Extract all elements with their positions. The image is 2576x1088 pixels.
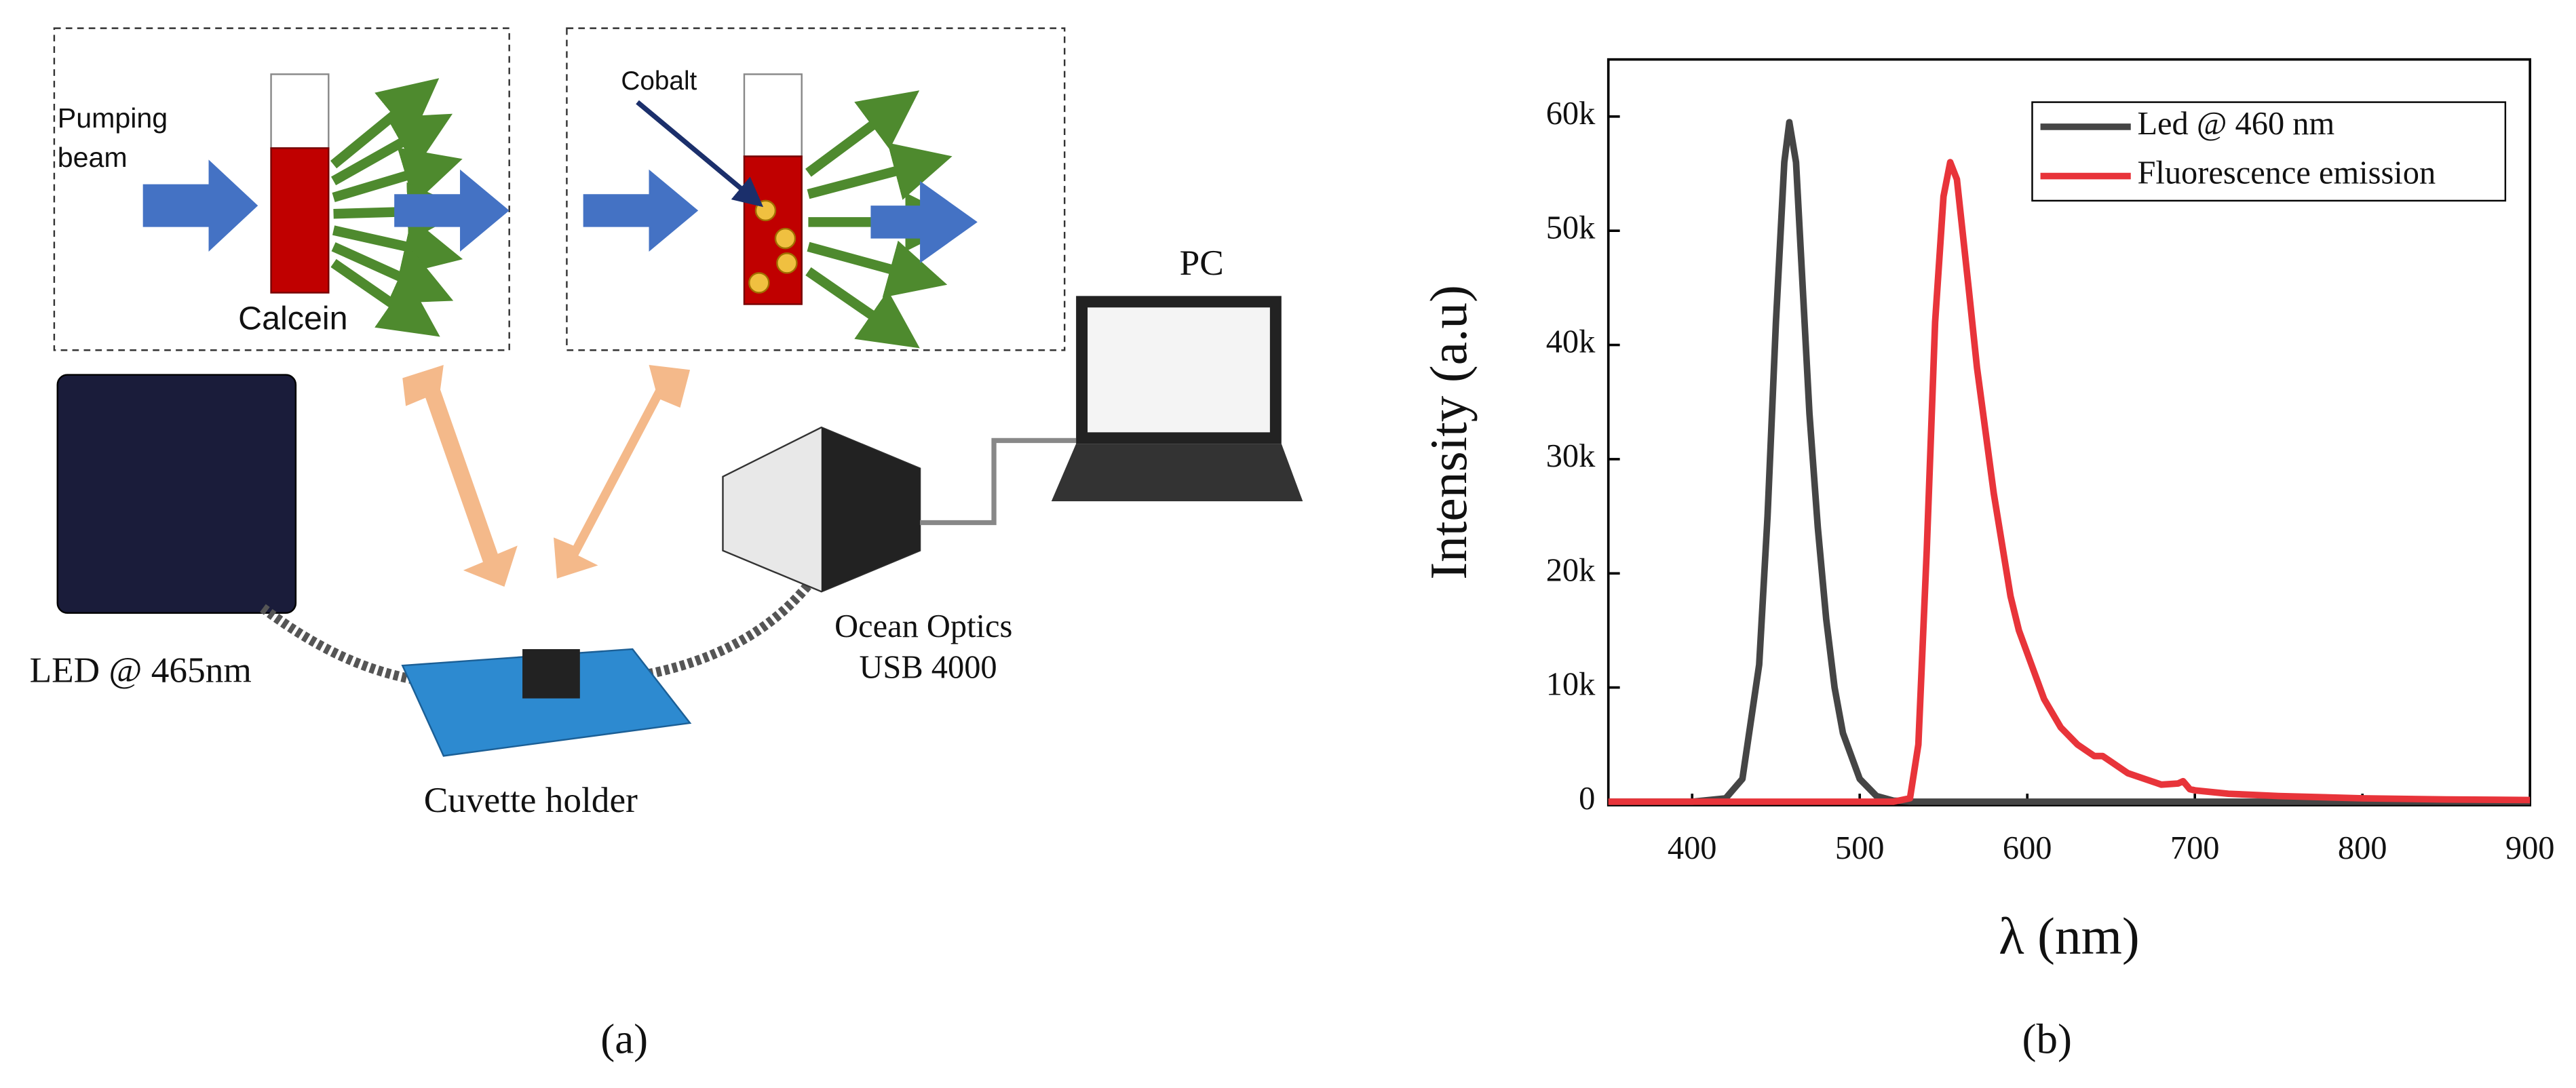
usb-cable [920, 438, 1077, 526]
pass-arrow-2 [870, 180, 978, 263]
pump-arrow [142, 159, 258, 252]
series-line [1608, 119, 2531, 805]
y-tick-label: 30k [1546, 438, 1596, 474]
diagram-label: (a) [600, 1015, 648, 1063]
series-line [1608, 159, 2531, 805]
y-tick-label: 0 [1579, 781, 1595, 817]
spectrometer-side [821, 427, 921, 592]
diagram-label: Cobalt [621, 66, 697, 96]
diagram-label: USB 4000 [859, 650, 997, 686]
cuvette-top [270, 73, 330, 149]
laptop-base [1051, 444, 1303, 502]
double-arrow-2 [554, 365, 691, 579]
diagram-label: beam [58, 142, 128, 173]
x-axis-label: λ (nm) [1999, 907, 2140, 965]
laptop-display [1088, 307, 1270, 433]
legend-label: Fluorescence emission [2137, 155, 2436, 191]
diagram-label: Cuvette holder [424, 780, 638, 820]
diagram [53, 27, 1303, 757]
cobalt-box [566, 27, 1066, 351]
y-axis-label: Intensity (a.u) [1419, 285, 1478, 580]
y-tick-label: 10k [1546, 667, 1596, 703]
x-tick-label: 900 [2505, 830, 2555, 866]
legend-label: Led @ 460 nm [2137, 106, 2334, 142]
legend-box [2031, 101, 2507, 202]
plot-area [1607, 58, 2532, 807]
cobalt-arrow [636, 100, 764, 208]
pump-arrow-2 [583, 169, 699, 252]
led-source [56, 374, 297, 614]
diagram-label: Calcein [238, 300, 347, 336]
fibers [260, 564, 826, 687]
cuvette [270, 147, 330, 294]
x-tick-label: 400 [1668, 830, 1717, 866]
pass-arrow [394, 169, 510, 252]
y-tick-label: 50k [1546, 210, 1596, 246]
y-tick-label: 20k [1546, 552, 1596, 588]
calcein-box [53, 27, 510, 351]
chart-frame [1607, 58, 2532, 807]
y-tick-label: 40k [1546, 324, 1596, 360]
diagram-label: Pumping [58, 102, 168, 134]
x-tick-label: 500 [1835, 830, 1885, 866]
cuvette-top-2 [743, 73, 803, 157]
x-tick-label: 700 [2170, 830, 2220, 866]
x-tick-label: 800 [2338, 830, 2387, 866]
x-tick-label: 600 [2003, 830, 2052, 866]
y-tick-label: 60k [1546, 96, 1596, 132]
holder-body [522, 648, 580, 699]
diagram-label: LED @ 465nm [30, 650, 252, 691]
double-arrow [402, 365, 518, 587]
diagram-label: Ocean Optics [834, 608, 1012, 644]
diagram-label: PC [1180, 243, 1224, 283]
diagram-label: (b) [2022, 1015, 2072, 1063]
